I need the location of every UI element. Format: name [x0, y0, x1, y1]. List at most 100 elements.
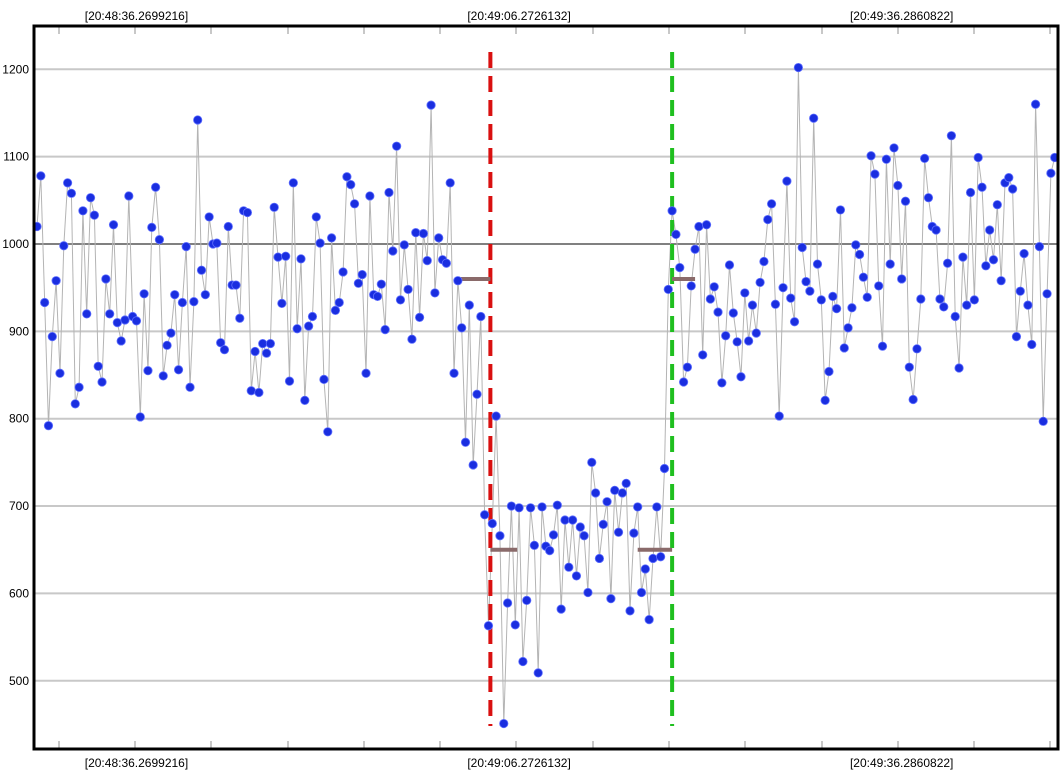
marker-lines [488, 52, 675, 726]
data-point [1038, 416, 1048, 426]
data-point [920, 153, 930, 163]
data-point [365, 191, 375, 201]
data-point [625, 606, 635, 616]
data-point [120, 315, 130, 325]
data-point [189, 297, 199, 307]
data-point [223, 221, 233, 232]
data-point [797, 242, 807, 253]
data-point [962, 300, 972, 310]
data-point [832, 304, 842, 314]
y-tick-label: 1200 [2, 62, 29, 76]
data-point [870, 169, 880, 179]
data-point [346, 180, 356, 190]
data-point [411, 228, 421, 238]
data-point [904, 362, 914, 372]
data-point [55, 368, 65, 378]
data-point [414, 312, 425, 322]
data-point [453, 276, 463, 286]
data-point [97, 377, 107, 387]
data-point [958, 252, 968, 262]
data-point [273, 252, 283, 262]
data-point [216, 338, 226, 348]
data-point [713, 307, 723, 317]
data-point [1042, 289, 1052, 299]
data-point [602, 497, 612, 507]
data-point [900, 196, 911, 206]
grid [34, 68, 1058, 682]
data-point [820, 395, 830, 405]
data-point [587, 457, 597, 467]
data-point [418, 228, 429, 239]
data-point [568, 515, 578, 525]
data-point [292, 324, 302, 334]
data-point [786, 293, 796, 303]
data-point [973, 152, 983, 163]
data-point [89, 210, 99, 220]
series-line [36, 67, 1056, 724]
data-point [885, 259, 895, 269]
data-point [809, 113, 819, 123]
data-point [162, 340, 172, 350]
data-point [950, 311, 960, 322]
data-point [457, 323, 467, 333]
data-point [51, 276, 61, 286]
data-point [261, 348, 272, 358]
plot-frame [32, 24, 1060, 751]
data-point [656, 552, 666, 562]
data-point [40, 297, 50, 308]
data-point [965, 187, 976, 198]
data-point [851, 240, 861, 250]
data-point [889, 143, 899, 153]
data-point [874, 281, 884, 291]
data-point [721, 331, 731, 341]
data-point [801, 276, 811, 287]
data-point [200, 290, 210, 300]
data-point [701, 220, 712, 230]
data-point [1023, 300, 1033, 310]
data-point [506, 501, 517, 511]
data-point [514, 503, 524, 513]
data-point [353, 278, 363, 288]
data-point [43, 421, 54, 431]
data-point [912, 344, 922, 354]
data-point [154, 235, 165, 245]
data-point [185, 382, 195, 392]
data-point [93, 361, 103, 371]
data-point [698, 350, 708, 360]
y-tick-label: 800 [9, 412, 29, 426]
data-point [143, 366, 153, 376]
data-point [812, 259, 823, 269]
data-point [977, 182, 987, 192]
data-point [652, 502, 662, 512]
data-point [460, 437, 471, 447]
data-point [770, 299, 781, 309]
data-point [101, 274, 111, 284]
data-point [705, 294, 715, 304]
data-point [969, 295, 979, 305]
data-point [1027, 339, 1037, 350]
vertical-tick-marks [58, 26, 1051, 749]
data-point [235, 313, 245, 323]
data-points [32, 62, 1060, 729]
level-segments [459, 276, 696, 552]
data-point [939, 302, 949, 312]
data-point [671, 229, 681, 239]
time-label-bottom: [20:48:36.2699216] [85, 756, 188, 770]
data-point [732, 337, 742, 347]
data-point [1015, 286, 1025, 296]
data-point [376, 279, 386, 289]
data-point [571, 571, 582, 581]
data-point [1034, 242, 1045, 252]
data-point [843, 323, 853, 333]
data-point [502, 598, 513, 608]
data-point [193, 115, 203, 125]
data-point [269, 202, 279, 212]
data-point [590, 488, 601, 498]
data-point [181, 242, 191, 252]
y-tick-label: 600 [9, 586, 29, 600]
data-point [847, 303, 857, 313]
data-point [759, 256, 769, 267]
data-point [388, 246, 398, 256]
data-point [196, 265, 207, 275]
data-point [824, 366, 834, 377]
